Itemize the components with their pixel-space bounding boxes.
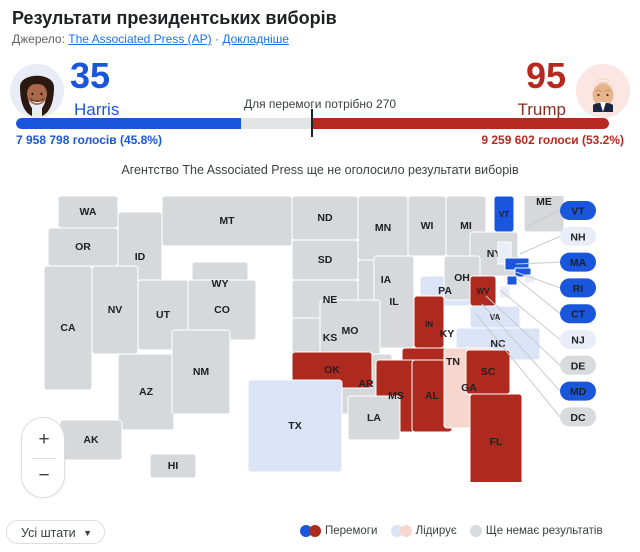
svg-text:IA: IA — [381, 274, 392, 286]
svg-text:VT: VT — [499, 210, 509, 219]
svg-text:MN: MN — [375, 222, 391, 234]
svg-text:ND: ND — [317, 212, 333, 224]
svg-text:WA: WA — [80, 206, 97, 218]
svg-text:KS: KS — [323, 332, 338, 344]
svg-text:SC: SC — [481, 366, 496, 378]
svg-text:CO: CO — [214, 304, 230, 316]
svg-text:LA: LA — [367, 412, 381, 424]
svg-text:NM: NM — [193, 366, 210, 378]
svg-text:AR: AR — [358, 378, 374, 390]
svg-text:GA: GA — [461, 382, 477, 394]
svg-text:KY: KY — [440, 328, 455, 340]
svg-text:ID: ID — [135, 251, 146, 263]
svg-text:TX: TX — [288, 420, 301, 432]
svg-text:IN: IN — [425, 320, 433, 329]
svg-text:WV: WV — [477, 287, 491, 296]
svg-text:HI: HI — [168, 460, 179, 472]
svg-text:VT: VT — [571, 206, 585, 218]
svg-text:TN: TN — [446, 356, 460, 368]
svg-text:OR: OR — [75, 241, 91, 253]
svg-text:MT: MT — [219, 215, 235, 227]
svg-text:NH: NH — [570, 231, 585, 243]
svg-text:MO: MO — [342, 325, 359, 337]
svg-text:MA: MA — [570, 257, 587, 269]
svg-text:OH: OH — [454, 272, 470, 284]
svg-text:RI: RI — [573, 283, 584, 295]
svg-text:MS: MS — [388, 390, 404, 402]
svg-text:NV: NV — [108, 304, 123, 316]
svg-text:MI: MI — [460, 220, 472, 232]
svg-text:OK: OK — [324, 364, 340, 376]
svg-text:WI: WI — [421, 220, 434, 232]
svg-text:UT: UT — [156, 309, 171, 321]
svg-text:AK: AK — [83, 434, 99, 446]
svg-text:SD: SD — [318, 254, 333, 266]
svg-text:MD: MD — [570, 386, 587, 398]
svg-text:AL: AL — [425, 390, 440, 402]
svg-text:DE: DE — [571, 360, 586, 372]
svg-text:IL: IL — [389, 296, 399, 308]
svg-text:CT: CT — [571, 309, 586, 321]
svg-text:ME: ME — [536, 196, 552, 208]
svg-text:DC: DC — [570, 412, 586, 424]
svg-text:NE: NE — [323, 294, 338, 306]
svg-text:AZ: AZ — [139, 386, 154, 398]
svg-text:PA: PA — [438, 285, 452, 297]
svg-text:CA: CA — [60, 322, 76, 334]
svg-text:WY: WY — [212, 278, 229, 290]
svg-text:FL: FL — [490, 436, 503, 448]
svg-text:NJ: NJ — [571, 335, 585, 347]
